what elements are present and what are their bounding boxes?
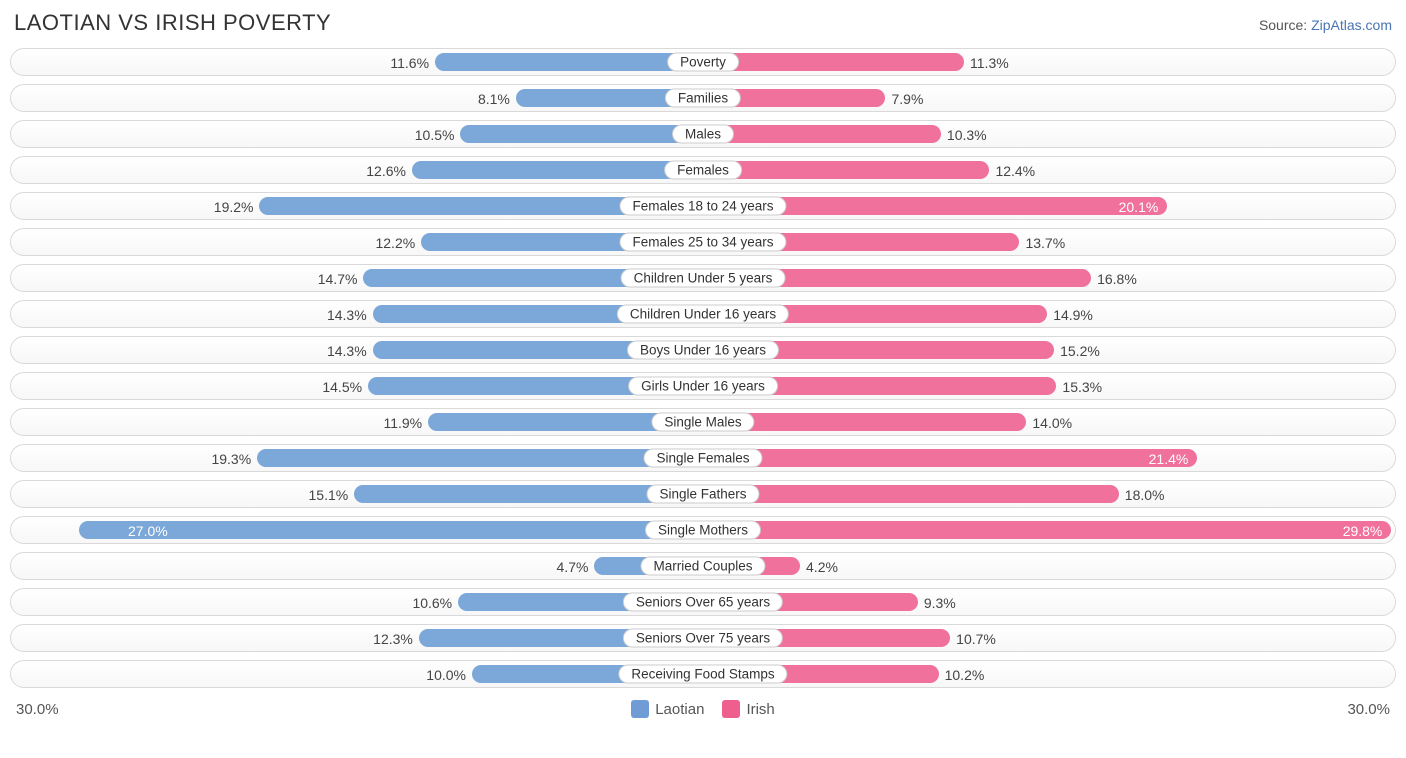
value-irish: 15.2% — [1060, 337, 1100, 364]
value-laotian: 14.7% — [318, 265, 358, 292]
legend-swatch-laotian — [631, 700, 649, 718]
value-irish: 20.1% — [1119, 193, 1159, 220]
value-laotian: 27.0% — [128, 517, 168, 544]
category-label: Girls Under 16 years — [628, 377, 778, 396]
bar-row: 11.6% 11.3% Poverty — [10, 48, 1396, 76]
source-prefix: Source: — [1259, 17, 1311, 33]
axis-max-left: 30.0% — [16, 701, 59, 718]
bar-row: 4.7% 4.2% Married Couples — [10, 552, 1396, 580]
value-irish: 10.7% — [956, 625, 996, 652]
category-label: Single Mothers — [645, 521, 761, 540]
bar-irish — [703, 53, 964, 71]
value-laotian: 11.9% — [383, 409, 422, 436]
category-label: Females — [664, 161, 742, 180]
bar-row: 14.3% 15.2% Boys Under 16 years — [10, 336, 1396, 364]
category-label: Poverty — [667, 53, 739, 72]
value-laotian: 14.3% — [327, 337, 367, 364]
bar-row: 15.1% 18.0% Single Fathers — [10, 480, 1396, 508]
category-label: Receiving Food Stamps — [618, 665, 787, 684]
bar-row: 12.2% 13.7% Females 25 to 34 years — [10, 228, 1396, 256]
bar-row: 10.5% 10.3% Males — [10, 120, 1396, 148]
value-irish: 18.0% — [1125, 481, 1165, 508]
category-label: Boys Under 16 years — [627, 341, 779, 360]
value-laotian: 19.2% — [214, 193, 254, 220]
bar-laotian — [435, 53, 703, 71]
category-label: Married Couples — [640, 557, 765, 576]
bar-row: 12.3% 10.7% Seniors Over 75 years — [10, 624, 1396, 652]
value-irish: 29.8% — [1343, 517, 1383, 544]
value-laotian: 10.6% — [412, 589, 452, 616]
value-irish: 10.2% — [945, 661, 985, 688]
value-laotian: 12.6% — [366, 157, 406, 184]
value-laotian: 10.0% — [426, 661, 466, 688]
value-irish: 12.4% — [995, 157, 1035, 184]
bar-irish — [703, 125, 941, 143]
bar-row: 10.6% 9.3% Seniors Over 65 years — [10, 588, 1396, 616]
category-label: Children Under 16 years — [617, 305, 789, 324]
bar-row: 12.6% 12.4% Females — [10, 156, 1396, 184]
bar-row: 27.0% 29.8% Single Mothers — [10, 516, 1396, 544]
value-irish: 13.7% — [1025, 229, 1065, 256]
value-laotian: 10.5% — [415, 121, 455, 148]
source-link[interactable]: ZipAtlas.com — [1311, 17, 1392, 33]
bar-laotian — [460, 125, 703, 143]
value-irish: 14.0% — [1032, 409, 1072, 436]
category-label: Families — [665, 89, 741, 108]
bar-row: 14.5% 15.3% Girls Under 16 years — [10, 372, 1396, 400]
legend-item-laotian: Laotian — [631, 700, 704, 718]
legend-label-irish: Irish — [746, 701, 774, 718]
legend-item-irish: Irish — [722, 700, 774, 718]
axis-max-right: 30.0% — [1347, 701, 1390, 718]
chart-header: LAOTIAN VS IRISH POVERTY Source: ZipAtla… — [10, 10, 1396, 48]
bar-row: 10.0% 10.2% Receiving Food Stamps — [10, 660, 1396, 688]
category-label: Males — [672, 125, 734, 144]
bar-laotian — [412, 161, 703, 179]
value-laotian: 8.1% — [478, 85, 510, 112]
category-label: Seniors Over 75 years — [623, 629, 783, 648]
bar-laotian — [79, 521, 703, 539]
bar-irish — [703, 485, 1119, 503]
category-label: Females 25 to 34 years — [619, 233, 786, 252]
value-laotian: 4.7% — [557, 553, 589, 580]
value-irish: 15.3% — [1062, 373, 1102, 400]
value-irish: 11.3% — [970, 49, 1009, 76]
category-label: Seniors Over 65 years — [623, 593, 783, 612]
legend: Laotian Irish — [631, 700, 775, 718]
diverging-bar-chart: 11.6%11.3%Poverty8.1%7.9%Families10.5%10… — [10, 48, 1396, 688]
value-laotian: 14.5% — [322, 373, 362, 400]
bar-row: 19.2% 20.1% Females 18 to 24 years — [10, 192, 1396, 220]
value-laotian: 14.3% — [327, 301, 367, 328]
value-irish: 10.3% — [947, 121, 987, 148]
chart-title: LAOTIAN VS IRISH POVERTY — [14, 10, 331, 36]
value-laotian: 12.3% — [373, 625, 413, 652]
legend-label-laotian: Laotian — [655, 701, 704, 718]
value-laotian: 11.6% — [390, 49, 429, 76]
value-laotian: 15.1% — [309, 481, 349, 508]
bar-row: 8.1% 7.9% Families — [10, 84, 1396, 112]
category-label: Females 18 to 24 years — [619, 197, 786, 216]
value-laotian: 19.3% — [211, 445, 251, 472]
category-label: Single Males — [651, 413, 754, 432]
value-irish: 7.9% — [891, 85, 923, 112]
bar-irish — [703, 161, 989, 179]
value-laotian: 12.2% — [375, 229, 415, 256]
value-irish: 16.8% — [1097, 265, 1137, 292]
category-label: Single Fathers — [646, 485, 759, 504]
category-label: Single Females — [643, 449, 762, 468]
chart-footer: 30.0% Laotian Irish 30.0% — [10, 696, 1396, 718]
legend-swatch-irish — [722, 700, 740, 718]
value-irish: 9.3% — [924, 589, 956, 616]
bar-irish — [703, 449, 1197, 467]
value-irish: 14.9% — [1053, 301, 1093, 328]
bar-laotian — [257, 449, 703, 467]
bar-row: 11.9% 14.0% Single Males — [10, 408, 1396, 436]
value-irish: 4.2% — [806, 553, 838, 580]
category-label: Children Under 5 years — [621, 269, 786, 288]
bar-row: 14.7% 16.8% Children Under 5 years — [10, 264, 1396, 292]
value-irish: 21.4% — [1149, 445, 1189, 472]
bar-row: 19.3% 21.4% Single Females — [10, 444, 1396, 472]
bar-row: 14.3% 14.9% Children Under 16 years — [10, 300, 1396, 328]
bar-irish — [703, 521, 1391, 539]
chart-source: Source: ZipAtlas.com — [1259, 17, 1392, 33]
